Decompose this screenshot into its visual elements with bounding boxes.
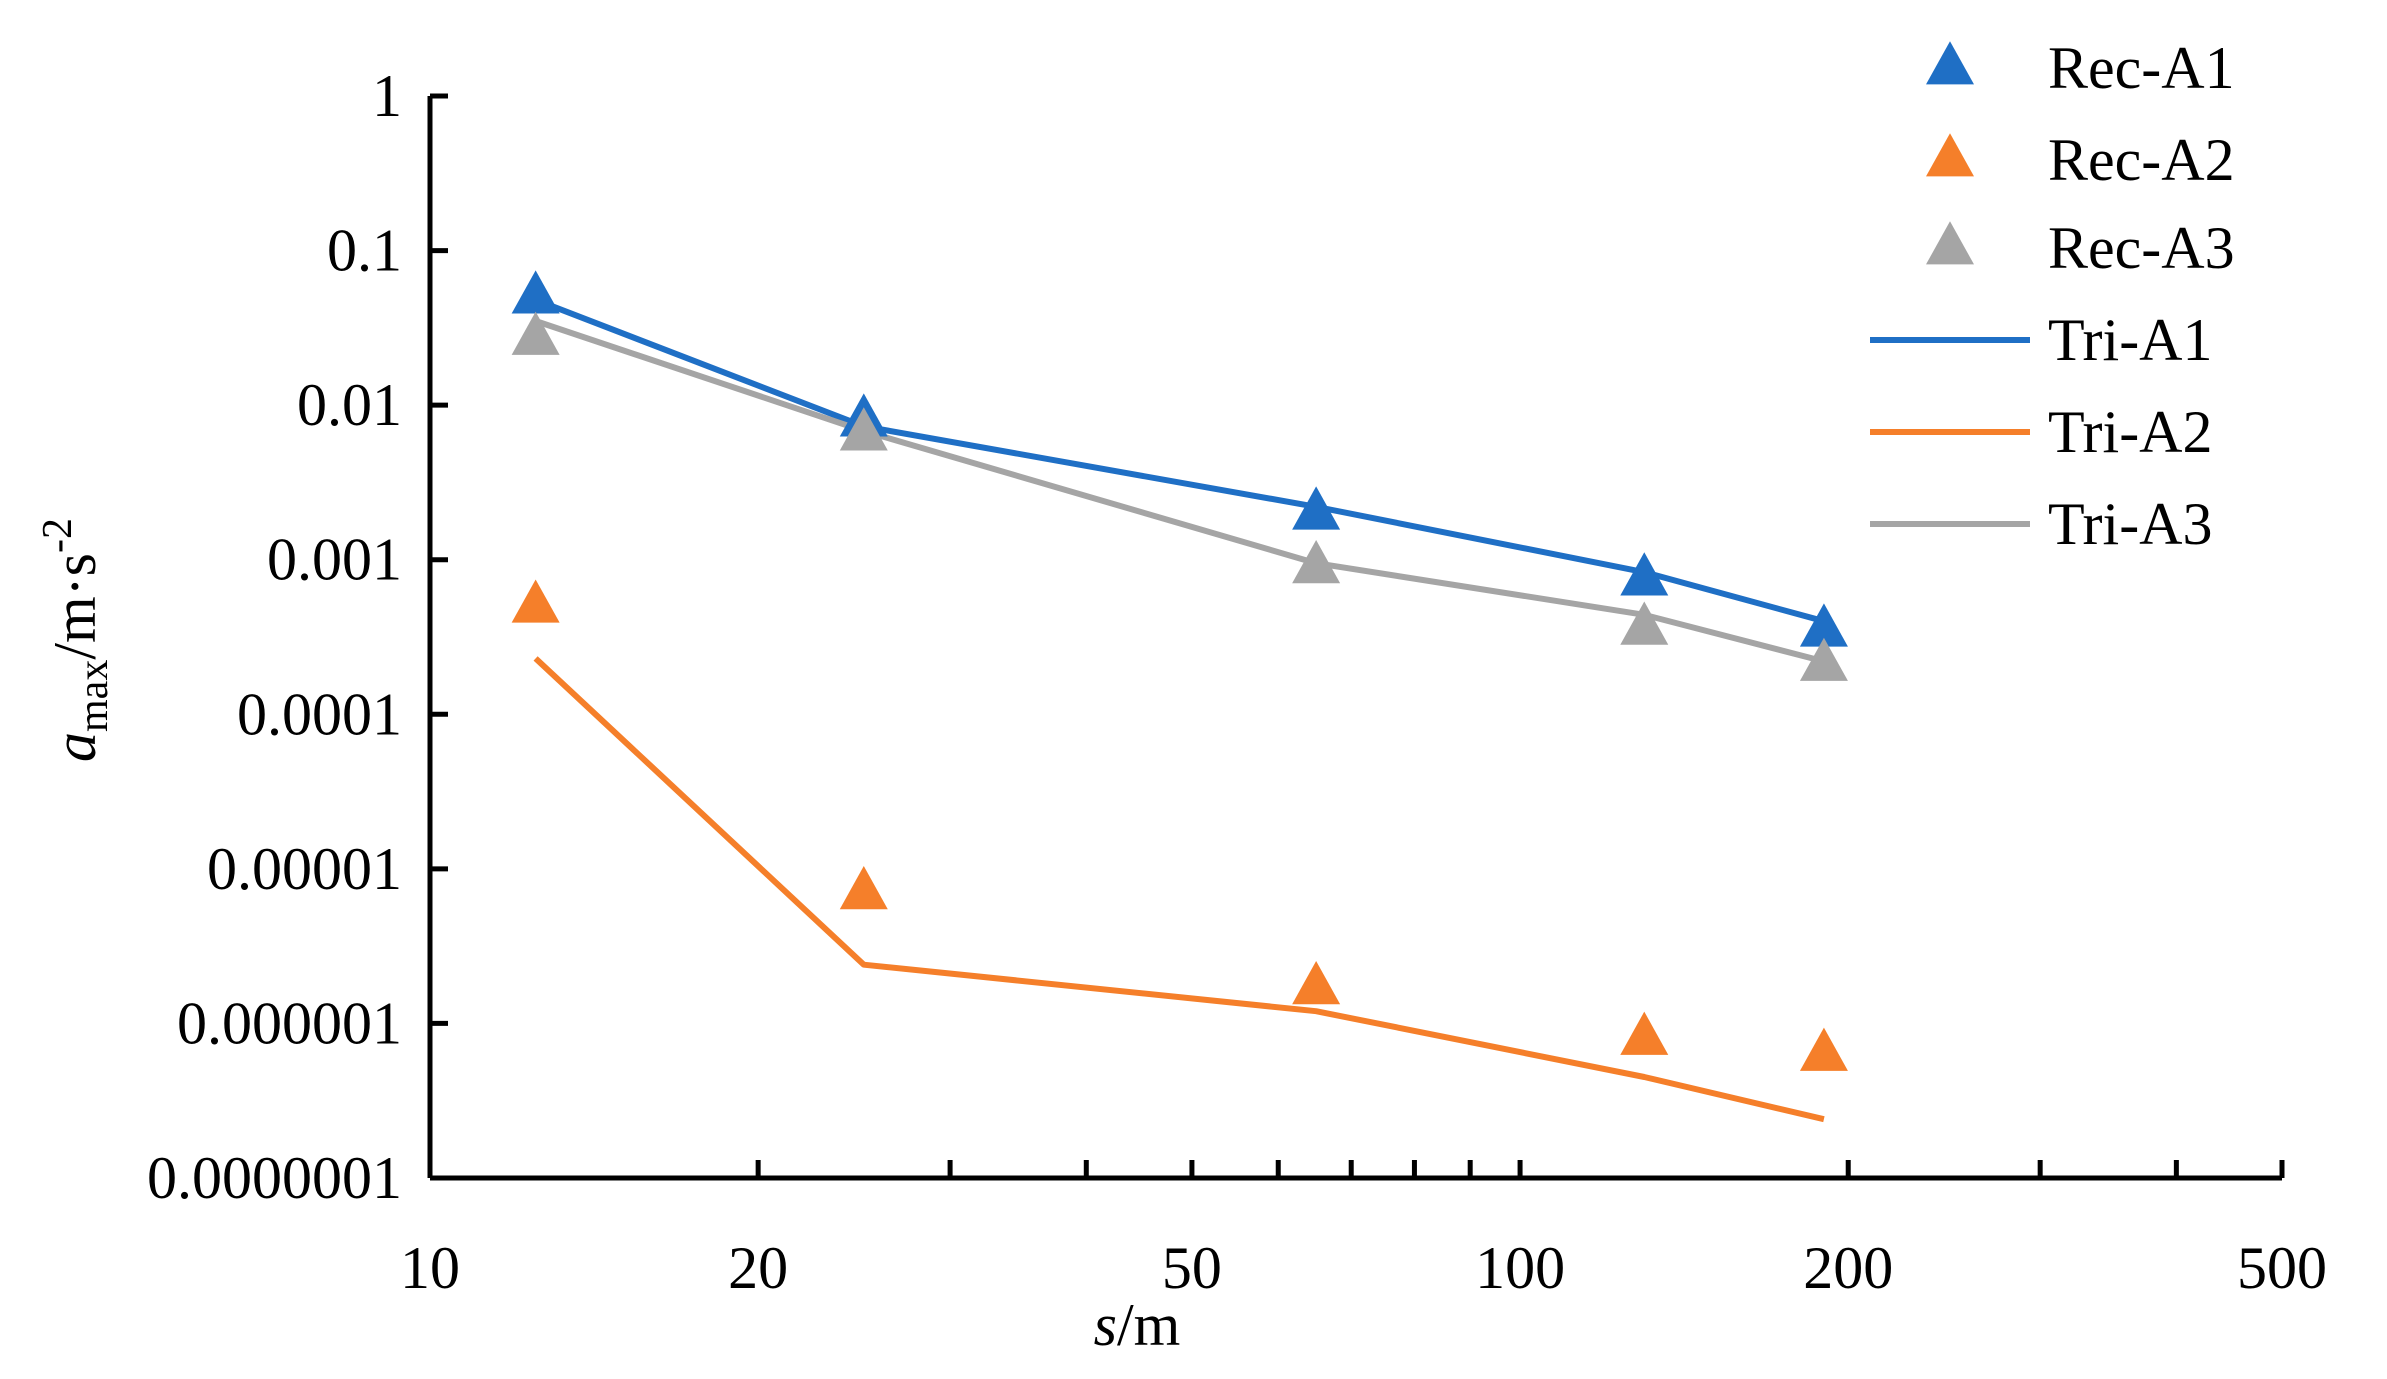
x-axis-title: s/m <box>1094 1292 1181 1358</box>
plot-markers <box>511 270 1848 1071</box>
rec-a3-marker <box>1799 637 1848 681</box>
x-tick-label: 10 <box>400 1235 460 1301</box>
tri-a1-line <box>534 297 1825 625</box>
x-tick-label: 100 <box>1475 1235 1565 1301</box>
x-tick-label: 50 <box>1162 1235 1222 1301</box>
legend-label-tri-a1: Tri-A1 <box>2048 307 2213 373</box>
y-tick-label: 0.1 <box>327 218 402 284</box>
y-tick-label: 0.001 <box>267 527 402 593</box>
legend-label-rec-a2: Rec-A2 <box>2048 127 2235 193</box>
legend-label-tri-a2: Tri-A2 <box>2048 399 2213 465</box>
tri-a2-line <box>533 656 1825 1123</box>
rec-a3-marker <box>1620 601 1669 645</box>
legend-label-rec-a1: Rec-A1 <box>2048 35 2235 101</box>
x-tick-label: 20 <box>728 1235 788 1301</box>
legend-marker-rec-a1 <box>1926 41 1974 85</box>
rec-a2-marker <box>839 866 888 910</box>
y-tick-label: 0.0001 <box>237 681 402 747</box>
rec-a2-marker <box>1620 1011 1669 1055</box>
rec-a3-marker <box>511 311 560 355</box>
y-tick-label: 0.01 <box>297 372 402 438</box>
x-tick-label: 200 <box>1803 1235 1893 1301</box>
axes <box>427 96 2282 1181</box>
y-tick-label: 0.00001 <box>207 836 402 902</box>
rec-a3-marker <box>1292 540 1341 584</box>
rec-a2-marker <box>1292 961 1341 1005</box>
legend-marker-rec-a3 <box>1926 221 1974 265</box>
y-ticks: 1 0.1 0.01 0.001 0.0001 0.00001 0.000001 0.0000… <box>147 63 448 1211</box>
legend-label-tri-a3: Tri-A3 <box>2048 491 2213 557</box>
legend-marker-rec-a2 <box>1926 133 1974 177</box>
rec-a1-marker <box>511 270 560 314</box>
y-axis-title: amax/m·s-2 <box>35 518 117 762</box>
rec-a1-marker <box>1620 552 1669 596</box>
y-tick-label: 0.0000001 <box>147 1145 402 1211</box>
x-tick-label: 500 <box>2237 1235 2327 1301</box>
legend-label-rec-a3: Rec-A3 <box>2048 215 2235 281</box>
x-ticks: 10 20 50 100 200 500 <box>400 1160 2327 1301</box>
rec-a2-marker <box>511 579 560 623</box>
rec-a3-marker <box>839 407 888 451</box>
rec-a2-marker <box>1799 1027 1848 1071</box>
y-tick-label: 1 <box>372 63 402 129</box>
rec-a1-marker <box>1292 486 1341 530</box>
rec-a1-marker <box>1799 603 1848 647</box>
y-tick-label: 0.000001 <box>177 990 402 1056</box>
plot-lines <box>533 297 1825 1123</box>
legend: Rec-A1 Rec-A2 Rec-A3 Tri-A1 Tri-A2 Tri-A3 <box>1870 35 2235 557</box>
